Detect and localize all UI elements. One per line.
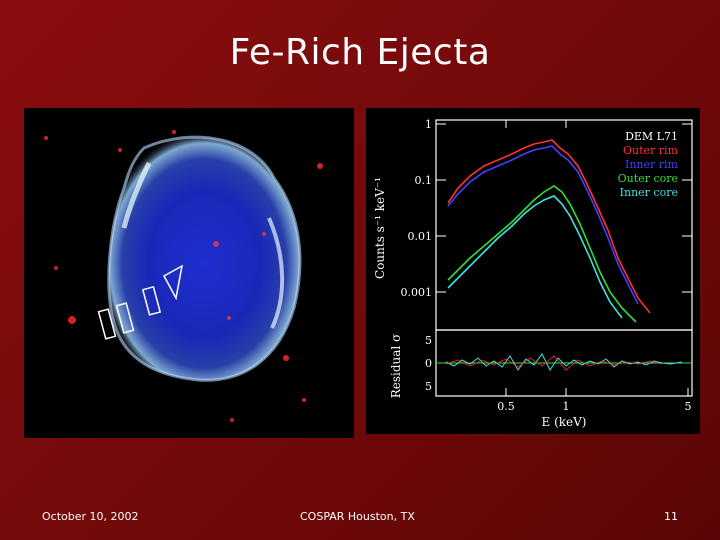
object-label: DEM L71	[625, 130, 678, 143]
legend-inner-core: Inner core	[620, 186, 678, 199]
ytick-label: 0.01	[408, 230, 433, 243]
series-inner-rim	[447, 145, 639, 305]
xtick-label: 5	[685, 400, 692, 413]
xtick-label: 1	[563, 400, 570, 413]
ytick-label: 1	[425, 118, 432, 131]
series-inner-core	[447, 195, 623, 319]
residual-curve	[445, 353, 683, 371]
series-outer-rim	[447, 139, 651, 314]
remnant-xray-image	[24, 108, 354, 438]
y-axis-label: Counts s⁻¹ keV⁻¹	[373, 177, 387, 279]
ytick-label: 0.001	[401, 286, 433, 299]
spectrum-svg: 1 0.1 0.01 0.001 5 0 5 0.5 1 5 E (keV) C…	[366, 108, 700, 434]
residual-tick-label: 5	[425, 380, 432, 393]
legend-outer-core: Outer core	[618, 172, 678, 185]
slide-number: 11	[664, 510, 678, 523]
series-outer-core	[447, 185, 637, 323]
ytick-label: 0.1	[415, 174, 433, 187]
remnant-image-svg	[24, 108, 354, 438]
residual-tick-label: 5	[425, 334, 432, 347]
spectrum-figure: 1 0.1 0.01 0.001 5 0 5 0.5 1 5 E (keV) C…	[366, 108, 700, 434]
xtick-label: 0.5	[497, 400, 515, 413]
footer-venue: COSPAR Houston, TX	[300, 510, 415, 523]
x-axis-label: E (keV)	[542, 415, 587, 429]
legend-inner-rim: Inner rim	[625, 158, 679, 171]
residual-tick-label: 0	[425, 357, 432, 370]
residual-curve	[445, 355, 663, 371]
residual-axis-label: Residual σ	[389, 334, 403, 399]
footer-date: October 10, 2002	[42, 510, 139, 523]
legend-outer-rim: Outer rim	[623, 144, 679, 157]
slide-title: Fe-Rich Ejecta	[229, 32, 491, 73]
